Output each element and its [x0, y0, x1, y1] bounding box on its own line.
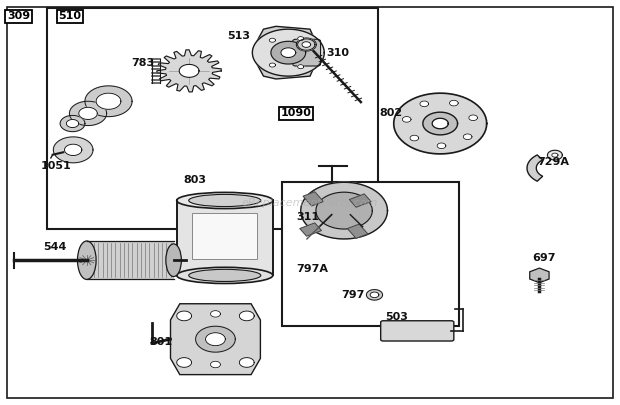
Polygon shape	[420, 101, 428, 107]
Polygon shape	[370, 292, 379, 298]
Polygon shape	[257, 26, 321, 79]
Text: 311: 311	[296, 212, 319, 222]
Text: 513: 513	[227, 32, 250, 41]
Ellipse shape	[166, 244, 182, 277]
Polygon shape	[79, 107, 97, 119]
Polygon shape	[302, 42, 311, 47]
Bar	[282, 182, 459, 326]
Polygon shape	[437, 143, 446, 149]
Polygon shape	[469, 115, 477, 121]
Text: 309: 309	[7, 11, 30, 21]
Polygon shape	[529, 268, 549, 283]
Ellipse shape	[78, 241, 96, 279]
Polygon shape	[432, 118, 448, 129]
Polygon shape	[394, 93, 487, 154]
Text: 1090: 1090	[280, 109, 311, 118]
Bar	[349, 194, 371, 207]
Polygon shape	[547, 150, 562, 160]
Ellipse shape	[177, 267, 273, 284]
Polygon shape	[463, 134, 472, 140]
Polygon shape	[206, 333, 226, 345]
Polygon shape	[298, 36, 304, 40]
Ellipse shape	[188, 194, 261, 207]
Polygon shape	[177, 311, 192, 321]
Text: 797A: 797A	[296, 264, 329, 274]
Polygon shape	[552, 153, 558, 157]
Polygon shape	[96, 93, 121, 109]
Polygon shape	[301, 182, 388, 239]
Text: eReplacementParts.com: eReplacementParts.com	[242, 198, 378, 207]
Polygon shape	[239, 358, 254, 367]
Text: 503: 503	[386, 312, 408, 322]
Polygon shape	[269, 38, 275, 42]
Bar	[299, 223, 322, 236]
Polygon shape	[252, 29, 324, 76]
Polygon shape	[239, 311, 254, 321]
Polygon shape	[53, 137, 93, 163]
Polygon shape	[85, 86, 132, 117]
Polygon shape	[298, 65, 304, 69]
Bar	[46, 8, 378, 229]
Bar	[177, 200, 273, 275]
FancyBboxPatch shape	[381, 321, 454, 341]
FancyBboxPatch shape	[293, 39, 321, 66]
Bar	[192, 213, 257, 259]
Polygon shape	[66, 119, 79, 128]
Text: 310: 310	[326, 48, 350, 58]
Text: 783: 783	[131, 58, 154, 68]
Polygon shape	[366, 290, 383, 300]
Polygon shape	[211, 361, 221, 368]
Text: 801: 801	[149, 337, 173, 347]
Polygon shape	[196, 326, 236, 352]
Polygon shape	[316, 192, 372, 229]
Text: 729A: 729A	[537, 157, 569, 167]
Text: 797: 797	[342, 290, 365, 300]
Text: 544: 544	[43, 242, 66, 252]
Polygon shape	[157, 50, 221, 92]
Polygon shape	[423, 112, 458, 135]
Polygon shape	[410, 135, 418, 141]
Polygon shape	[211, 311, 221, 317]
Polygon shape	[64, 144, 82, 156]
Polygon shape	[281, 48, 296, 58]
Text: 510: 510	[58, 11, 82, 21]
Text: 802: 802	[379, 109, 402, 118]
Polygon shape	[296, 38, 316, 51]
Polygon shape	[69, 101, 107, 126]
Ellipse shape	[177, 192, 273, 209]
Polygon shape	[269, 63, 275, 67]
Bar	[87, 241, 174, 279]
Polygon shape	[450, 100, 458, 106]
Polygon shape	[177, 358, 192, 367]
Bar	[347, 224, 368, 239]
Text: 1051: 1051	[40, 161, 71, 171]
Ellipse shape	[188, 269, 261, 281]
Polygon shape	[179, 64, 199, 77]
Polygon shape	[527, 155, 542, 181]
Text: 697: 697	[533, 254, 556, 263]
Polygon shape	[271, 41, 306, 64]
Text: 803: 803	[184, 175, 207, 185]
Bar	[303, 192, 324, 206]
Polygon shape	[402, 117, 411, 122]
Polygon shape	[60, 115, 85, 132]
Polygon shape	[298, 39, 315, 50]
Polygon shape	[170, 304, 260, 375]
